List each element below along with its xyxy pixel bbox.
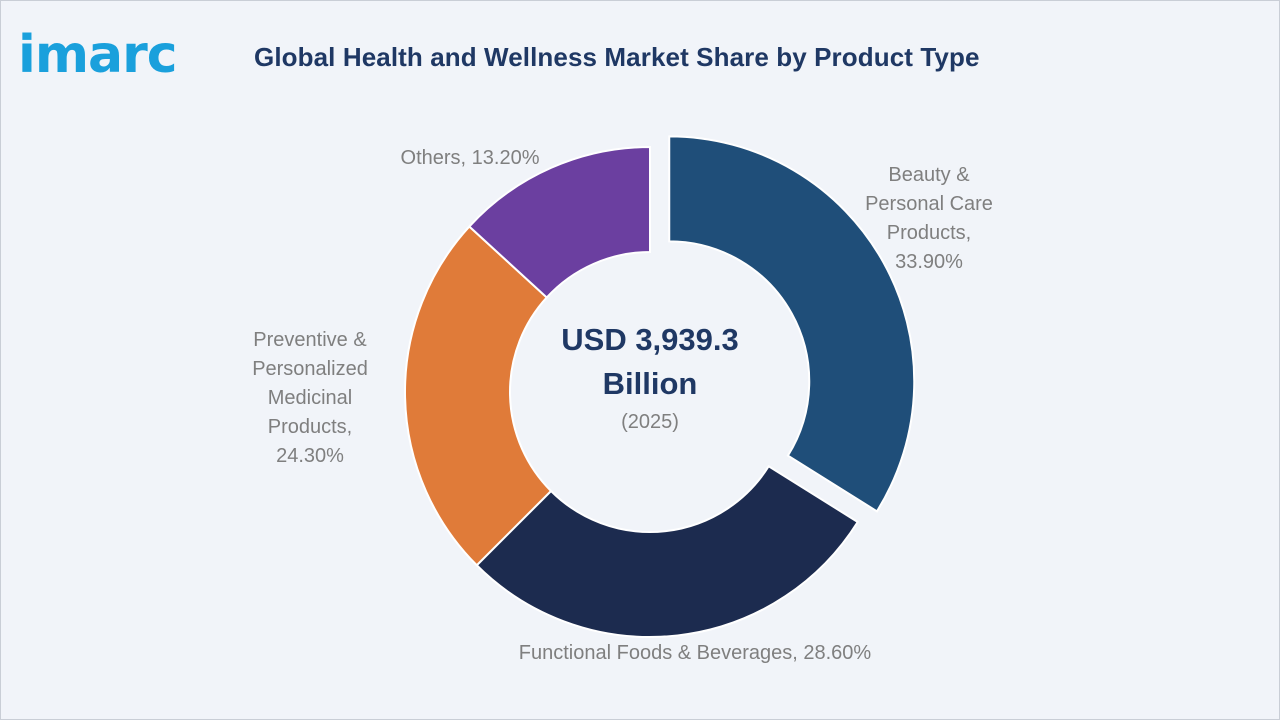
market-total-unit: Billion [602, 366, 698, 401]
donut-slice-beauty-personal-care-products [668, 135, 916, 513]
donut-slice-preventive-personalized-medicinal-products [404, 225, 553, 567]
donut-slice-functional-foods-beverages [475, 464, 860, 638]
svg-text:imarc: imarc [18, 25, 177, 78]
market-total-value: USD 3,939.3 [561, 322, 739, 357]
slice-label-preventive: Preventive & Personalized Medicinal Prod… [252, 329, 368, 467]
chart-title: Global Health and Wellness Market Share … [254, 42, 980, 72]
market-total: USD 3,939.3 Billion [520, 318, 780, 406]
slice-label-others: Others, 13.20% [400, 147, 540, 169]
imarc-logo: imarc [18, 25, 178, 78]
market-year: (2025) [621, 411, 679, 433]
donut-slice-others [467, 145, 651, 299]
slice-label-beauty: Beauty & Personal Care Products, 33.90% [865, 164, 993, 273]
slice-label-functional-foods: Functional Foods & Beverages, 28.60% [518, 642, 872, 664]
